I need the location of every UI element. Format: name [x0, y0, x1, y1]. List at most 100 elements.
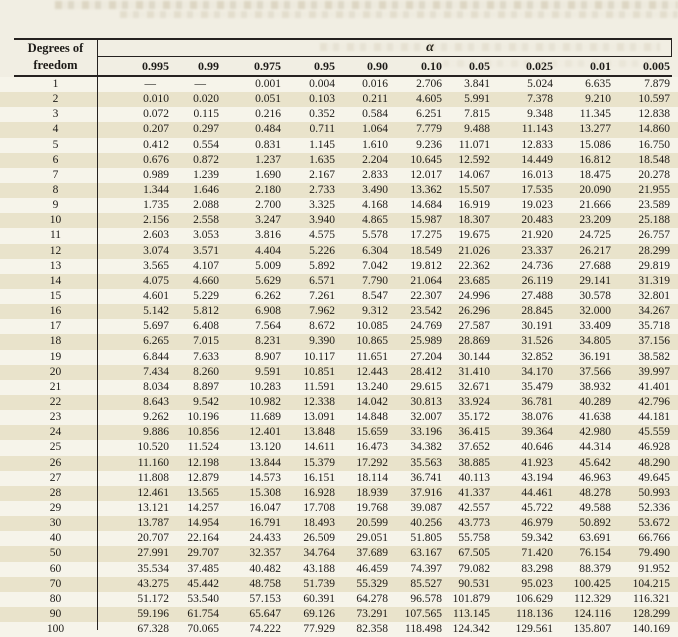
- value-cell: 2.167: [309, 168, 335, 181]
- value-cell: 28.299: [638, 244, 670, 257]
- value-cell: 9.886: [143, 426, 169, 439]
- column-header-0.95: 0.95: [314, 59, 335, 73]
- value-cell: 16.812: [579, 153, 611, 166]
- table-row-df-13: 13 3.565 4.107 5.009 5.892 7.042 19.812 22.362 2…: [0, 258, 678, 274]
- value-cell: 38.582: [638, 350, 670, 363]
- column-header-0.10: 0.10: [421, 59, 442, 73]
- value-cell: 5.991: [464, 93, 490, 106]
- value-cell: 14.611: [303, 441, 335, 454]
- value-cell: 44.461: [521, 486, 553, 499]
- value-cell: 30.144: [458, 350, 490, 363]
- value-cell: 0.676: [143, 153, 169, 166]
- value-cell: 10.196: [187, 411, 219, 424]
- table-top-rule: [14, 38, 672, 40]
- value-cell: 6.635: [585, 78, 611, 90]
- value-cell: 39.364: [521, 426, 553, 439]
- value-cell: 14.257: [187, 501, 219, 514]
- value-cell: 13.091: [303, 411, 335, 424]
- value-cell: 0.484: [255, 123, 281, 136]
- value-cell: 0.207: [143, 123, 169, 136]
- value-cell: 1.239: [193, 168, 219, 181]
- column-header-0.90: 0.90: [367, 59, 388, 73]
- value-cell: 0.554: [193, 138, 219, 151]
- value-cell: 3.565: [143, 259, 169, 272]
- value-cell: 7.015: [193, 335, 219, 348]
- value-cell: 2.706: [416, 78, 442, 90]
- alpha-symbol-header: α: [426, 39, 434, 56]
- value-cell: 38.076: [521, 411, 553, 424]
- value-cell: 44.314: [579, 441, 611, 454]
- value-cell: 22.307: [410, 289, 442, 302]
- value-cell: 19.812: [410, 259, 442, 272]
- value-cell: 10.117: [303, 350, 335, 363]
- value-cell: 9.262: [143, 411, 169, 424]
- value-cell: 95.023: [521, 577, 553, 590]
- table-row-df-25: 25 10.520 11.524 13.120 14.611 16.473 34.382 37…: [0, 440, 678, 456]
- value-cell: 124.116: [574, 607, 611, 620]
- value-cell: 16.151: [303, 471, 335, 484]
- value-cell: 26.509: [303, 532, 335, 545]
- value-cell: 6.251: [416, 108, 442, 121]
- value-cell: 10.520: [137, 441, 169, 454]
- value-cell: 10.283: [249, 380, 281, 393]
- value-cell: 10.982: [249, 395, 281, 408]
- table-row-df-6: 6 0.676 0.872 1.237 1.635 2.204 10.645 12.592 14…: [0, 152, 678, 168]
- value-cell: 5.229: [193, 289, 219, 302]
- value-cell: 32.000: [579, 305, 611, 318]
- value-cell: 2.088: [193, 199, 219, 212]
- value-cell: 38.932: [579, 380, 611, 393]
- value-cell: 60.391: [303, 592, 335, 605]
- value-cell: 5.009: [255, 259, 281, 272]
- value-cell: 29.819: [638, 259, 670, 272]
- table-row-df-4: 4 0.207 0.297 0.484 0.711 1.064 7.779 9.488 11.1…: [0, 122, 678, 138]
- table-row-df-17: 17 5.697 6.408 7.564 8.672 10.085 24.769 27.587…: [0, 319, 678, 335]
- value-cell: 40.289: [579, 395, 611, 408]
- value-cell: 32.671: [458, 380, 490, 393]
- value-cell: 0.711: [309, 123, 335, 136]
- value-cell: 11.689: [249, 411, 281, 424]
- value-cell: 40.646: [521, 441, 553, 454]
- value-cell: 9.236: [416, 138, 442, 151]
- value-cell: 24.725: [579, 229, 611, 242]
- value-cell: 15.507: [458, 183, 490, 196]
- value-cell: 33.409: [579, 320, 611, 333]
- value-cell: 116.321: [633, 592, 670, 605]
- value-cell: 0.584: [362, 108, 388, 121]
- value-cell: 35.534: [137, 562, 169, 575]
- df-cell: 23: [49, 411, 62, 424]
- page-showthrough-texture: [320, 43, 660, 51]
- value-cell: —: [144, 78, 157, 90]
- value-cell: 3.816: [255, 229, 281, 242]
- value-cell: 21.955: [638, 183, 670, 196]
- value-cell: 0.020: [193, 93, 219, 106]
- value-cell: 31.410: [458, 365, 490, 378]
- value-cell: 59.342: [521, 532, 553, 545]
- value-cell: 12.833: [521, 138, 553, 151]
- value-cell: 4.865: [362, 214, 388, 227]
- value-cell: 67.505: [458, 547, 490, 560]
- value-cell: 12.879: [187, 471, 219, 484]
- value-cell: 12.592: [458, 153, 490, 166]
- value-cell: 32.357: [249, 547, 281, 560]
- value-cell: 25.188: [638, 214, 670, 227]
- value-cell: 45.722: [521, 501, 553, 514]
- value-cell: 6.262: [255, 289, 281, 302]
- table-row-df-21: 21 8.034 8.897 10.283 11.591 13.240 29.615 32.6…: [0, 379, 678, 395]
- value-cell: 1.344: [143, 183, 169, 196]
- df-cell: 22: [49, 395, 62, 408]
- value-cell: 83.298: [521, 562, 553, 575]
- value-cell: 3.074: [143, 244, 169, 257]
- table-row-df-29: 29 13.121 14.257 16.047 17.708 19.768 39.087 42…: [0, 500, 678, 517]
- value-cell: 29.051: [356, 532, 388, 545]
- table-row-df-70: 70 43.275 45.442 48.758 51.739 55.329 85.527 90…: [0, 576, 678, 592]
- value-cell: 4.660: [193, 274, 219, 287]
- value-cell: 112.329: [574, 592, 611, 605]
- value-cell: 34.170: [521, 365, 553, 378]
- page-showthrough-texture: [120, 11, 678, 18]
- value-cell: 37.156: [638, 335, 670, 348]
- table-row-df-30: 30 13.787 14.954 16.791 18.493 20.599 40.256 43…: [0, 516, 678, 532]
- value-cell: 51.739: [303, 577, 335, 590]
- value-cell: 5.697: [143, 320, 169, 333]
- df-cell: 80: [49, 592, 62, 605]
- value-cell: 41.337: [458, 486, 490, 499]
